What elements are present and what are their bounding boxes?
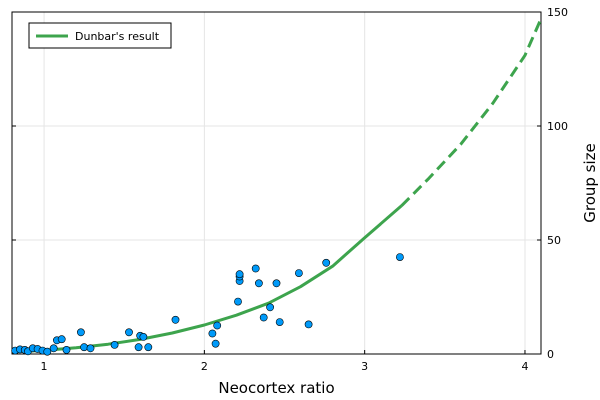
scatter-point [144, 343, 153, 352]
y-tick-label-50: 50 [547, 234, 561, 247]
scatter-point [395, 253, 404, 261]
y-axis-title: Group size [581, 143, 599, 223]
scatter-point [43, 347, 52, 356]
scatter-point [234, 297, 242, 306]
x-tick-label-3: 3 [361, 360, 368, 373]
scatter-point [77, 328, 85, 337]
x-tick-label-2: 2 [201, 360, 208, 373]
scatter-point [259, 313, 268, 322]
scatter-point [275, 318, 284, 326]
y-tick-label-100: 100 [547, 120, 568, 133]
scatter-point [254, 279, 263, 288]
scatter-point [322, 258, 331, 267]
scatter-point [213, 321, 222, 330]
scatter-point [134, 343, 143, 352]
y-tick-label-0: 0 [547, 348, 554, 361]
scatter-point [294, 269, 303, 277]
axis-ticks: 1 2 3 4 0 50 100 150 [12, 6, 568, 373]
plot-frame [11, 11, 542, 355]
y-tick-label-150: 150 [547, 6, 568, 19]
scatter-point [139, 332, 148, 341]
scatter-point [125, 328, 133, 337]
scatter-point [208, 329, 217, 338]
grid [12, 11, 541, 355]
scatter-point [171, 315, 180, 324]
scatter-points [11, 253, 404, 356]
scatter-point [57, 335, 66, 344]
scatter-point [211, 339, 220, 348]
series-line-dunbar-extrapolation [400, 18, 543, 207]
x-tick-label-1: 1 [41, 360, 48, 373]
x-axis-title: Neocortex ratio [218, 379, 334, 397]
scatter-point [80, 343, 88, 352]
scatter-point [86, 344, 95, 353]
scatter-point [62, 345, 71, 354]
scatter-point [266, 303, 274, 312]
scatter-point [272, 279, 281, 288]
scatter-point [110, 340, 119, 349]
scatter-point [304, 320, 313, 329]
x-tick-label-4: 4 [521, 360, 528, 373]
legend: Dunbar's result [28, 22, 172, 49]
scatter-point [49, 344, 58, 353]
scatter-point [235, 270, 244, 279]
scatter-point [251, 264, 260, 273]
legend-entry-dunbar: Dunbar's result [75, 30, 160, 43]
series-line-dunbar [11, 204, 403, 354]
fit-lines [11, 18, 543, 354]
